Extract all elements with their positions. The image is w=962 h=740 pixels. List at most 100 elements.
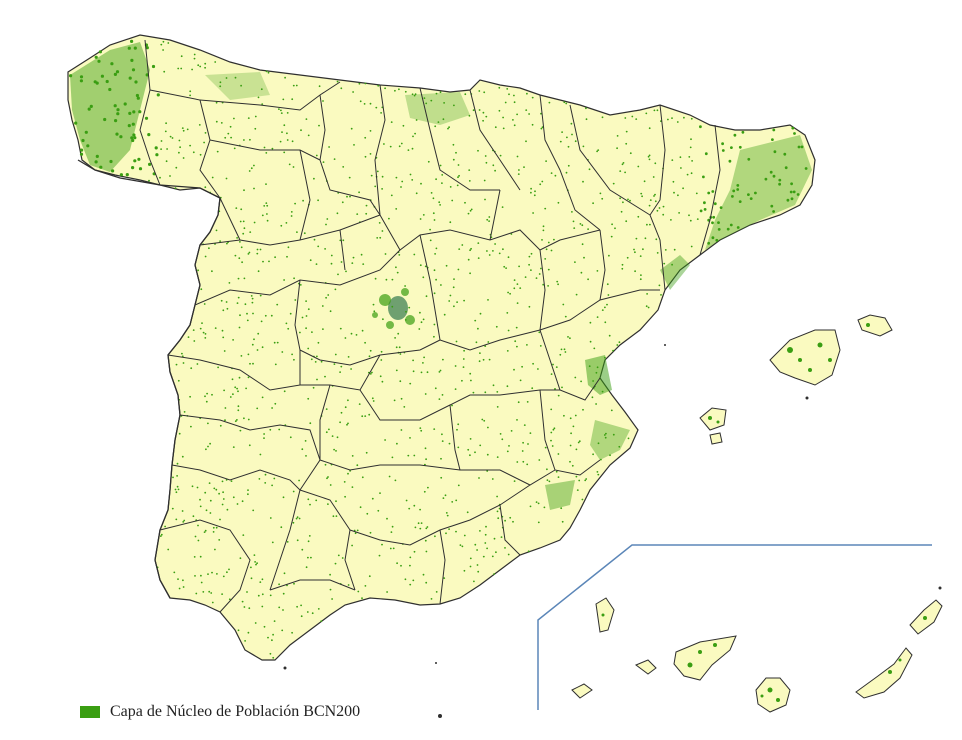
settlement-dot — [296, 516, 299, 519]
settlement-dot — [293, 582, 295, 585]
settlement-dot — [555, 366, 558, 368]
settlement-dot — [561, 131, 563, 134]
settlement-dot — [353, 144, 355, 146]
settlement-dot — [610, 235, 613, 238]
settlement-dot — [242, 534, 245, 536]
settlement-dot — [213, 487, 216, 490]
settlement-dot — [485, 115, 488, 118]
settlement-dot — [361, 415, 364, 418]
settlement-dot — [408, 507, 411, 510]
balearic-islands — [699, 314, 893, 445]
settlement-dot — [466, 511, 469, 514]
mainland-land — [67, 34, 816, 661]
settlement-dot — [379, 375, 382, 378]
settlement-dot — [316, 355, 318, 358]
settlement-dot — [386, 517, 388, 520]
settlement-dot — [325, 431, 328, 434]
settlement-dot — [498, 86, 501, 89]
settlement-dot — [688, 156, 691, 158]
settlement-dot — [653, 109, 656, 112]
settlement-dot — [160, 533, 163, 536]
settlement-dot — [283, 151, 286, 154]
settlement-dot — [370, 174, 373, 177]
settlement-dot — [427, 160, 430, 163]
settlement-dot — [461, 379, 463, 382]
settlement-dot — [263, 205, 266, 207]
settlement-dot — [317, 245, 320, 248]
settlement-dot — [644, 237, 647, 240]
settlement-dot — [160, 140, 163, 142]
settlement-dot — [228, 568, 230, 571]
settlement-dot — [422, 362, 424, 364]
settlement-dot — [476, 549, 478, 551]
settlement-dot — [232, 496, 235, 499]
settlement-dot — [482, 119, 484, 122]
settlement-dot — [470, 208, 473, 211]
settlement-dot — [454, 388, 457, 390]
settlement-dot — [178, 432, 181, 435]
settlement-dot — [495, 325, 498, 328]
settlement-dot — [601, 309, 604, 311]
settlement-dot — [454, 365, 457, 367]
settlement-dot — [247, 253, 250, 255]
settlement-dot — [611, 223, 613, 226]
settlement-dot — [228, 598, 231, 601]
settlement-dot — [537, 521, 540, 524]
settlement-dot — [652, 176, 655, 178]
settlement-dot — [217, 366, 220, 369]
settlement-dot — [261, 346, 264, 349]
settlement-dot — [340, 87, 343, 90]
settlement-dot — [772, 210, 775, 213]
settlement-dot — [552, 363, 554, 366]
settlement-dot — [447, 127, 449, 130]
settlement-dot — [728, 159, 732, 163]
settlement-dot — [507, 329, 510, 332]
settlement-dot — [214, 61, 217, 63]
settlement-dot — [147, 133, 151, 137]
settlement-dot — [197, 524, 199, 527]
settlement-dot — [286, 139, 289, 141]
settlement-dot — [409, 583, 412, 586]
settlement-dot — [581, 224, 584, 227]
settlement-dot — [477, 257, 480, 259]
settlement-dot — [557, 283, 559, 286]
settlement-dot — [413, 454, 416, 457]
settlement-dot — [470, 379, 472, 382]
settlement-dot — [246, 312, 248, 315]
settlement-dot — [400, 142, 403, 145]
tenerife — [673, 635, 737, 681]
settlement-dot — [554, 388, 556, 390]
settlement-dot — [270, 314, 273, 317]
settlement-dot — [699, 125, 702, 129]
settlement-dot — [449, 221, 452, 224]
settlement-dot — [479, 530, 481, 532]
settlement-dot — [148, 162, 152, 166]
settlement-dot — [550, 373, 553, 375]
settlement-dot — [313, 238, 316, 241]
settlement-dot — [440, 457, 442, 460]
settlement-dot — [131, 68, 136, 72]
settlement-dot — [226, 307, 229, 310]
settlement-dot — [588, 365, 591, 368]
settlement-dot — [424, 265, 427, 268]
settlement-dot — [376, 237, 379, 239]
settlement-dot — [329, 573, 331, 576]
settlement-dot — [193, 556, 196, 558]
settlement-dot — [662, 205, 665, 208]
mallorca — [769, 329, 841, 386]
settlement-dot — [422, 214, 425, 216]
settlement-dot — [631, 115, 634, 118]
settlement-dot — [563, 348, 566, 351]
settlement-dot — [204, 132, 207, 134]
settlement-dot — [570, 432, 572, 435]
settlement-dot — [225, 301, 228, 303]
settlement-dot — [443, 577, 446, 579]
settlement-dot — [356, 529, 359, 532]
settlement-dot — [441, 440, 444, 442]
settlement-dot — [571, 211, 573, 213]
settlement-dot — [457, 164, 460, 166]
settlement-dot — [339, 421, 341, 424]
settlement-dot — [282, 496, 285, 499]
settlement-dot — [333, 158, 336, 161]
settlement-dot — [283, 124, 286, 127]
